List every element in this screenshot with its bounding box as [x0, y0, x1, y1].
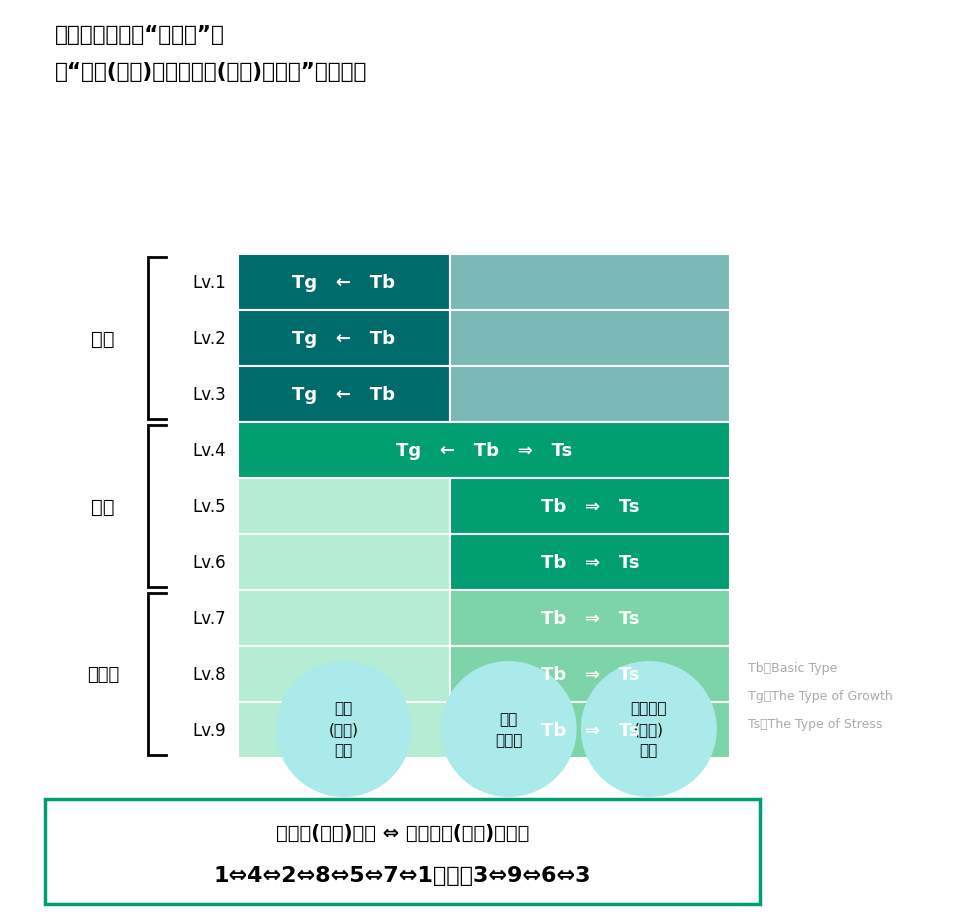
Text: 1⇔4⇔2⇔8⇔5⇔7⇔1　／　3⇔9⇔6⇔3: 1⇔4⇔2⇔8⇔5⇔7⇔1 ／ 3⇔9⇔6⇔3 — [213, 865, 591, 885]
Text: Tg   ←   Tb   ⇒   Ts: Tg ← Tb ⇒ Ts — [395, 441, 572, 460]
Text: 健全: 健全 — [92, 329, 115, 348]
Text: Tg   ←   Tb: Tg ← Tb — [292, 274, 395, 291]
Text: 通常: 通常 — [92, 497, 115, 516]
Bar — [450, 646, 730, 702]
Bar — [450, 255, 730, 311]
Bar — [238, 311, 450, 367]
Bar — [45, 800, 760, 904]
Text: “成長(統合)とストレス(分裂)の方向”の関係】: “成長(統合)とストレス(分裂)の方向”の関係】 — [55, 62, 367, 82]
Text: Tg   ←   Tb: Tg ← Tb — [292, 330, 395, 347]
Text: Lv.2: Lv.2 — [192, 330, 226, 347]
Bar — [238, 423, 730, 479]
Bar — [238, 479, 450, 535]
Text: Lv.5: Lv.5 — [193, 497, 226, 516]
Ellipse shape — [276, 662, 412, 797]
Ellipse shape — [581, 662, 717, 797]
Bar — [450, 535, 730, 590]
Text: Tb：Basic Type: Tb：Basic Type — [748, 662, 838, 675]
Ellipse shape — [440, 662, 577, 797]
Text: Tb   ⇒   Ts: Tb ⇒ Ts — [541, 553, 639, 572]
Text: Lv.3: Lv.3 — [192, 386, 226, 403]
Text: Lv.1: Lv.1 — [192, 274, 226, 291]
Text: 基本
タイプ: 基本 タイプ — [495, 711, 522, 747]
Bar — [238, 255, 450, 311]
Text: Tb   ⇒   Ts: Tb ⇒ Ts — [541, 609, 639, 628]
Bar — [238, 590, 450, 646]
Bar — [238, 535, 450, 590]
Text: 成長
(統合)
方向: 成長 (統合) 方向 — [329, 700, 358, 757]
Text: Ts：The Type of Stress: Ts：The Type of Stress — [748, 717, 882, 731]
Bar — [238, 702, 450, 758]
Text: Lv.4: Lv.4 — [193, 441, 226, 460]
Bar — [450, 311, 730, 367]
Text: Tg   ←   Tb: Tg ← Tb — [292, 386, 395, 403]
Bar — [450, 479, 730, 535]
Text: Lv.7: Lv.7 — [193, 609, 226, 628]
Bar — [238, 646, 450, 702]
Text: 【エニアグラム“健全度”と: 【エニアグラム“健全度”と — [55, 25, 225, 45]
Text: 【成長(統合)方向 ⇔ ストレス(分裂)方向】: 【成長(統合)方向 ⇔ ストレス(分裂)方向】 — [276, 823, 529, 842]
Text: Lv.9: Lv.9 — [193, 721, 226, 739]
Text: Tb   ⇒   Ts: Tb ⇒ Ts — [541, 497, 639, 516]
Text: Tb   ⇒   Ts: Tb ⇒ Ts — [541, 721, 639, 739]
Text: ストレス
(分裂)
方向: ストレス (分裂) 方向 — [630, 700, 667, 757]
Bar — [450, 590, 730, 646]
Text: Tg：The Type of Growth: Tg：The Type of Growth — [748, 689, 893, 702]
Text: Lv.8: Lv.8 — [193, 665, 226, 683]
Bar — [238, 367, 450, 423]
Bar — [450, 367, 730, 423]
Text: Lv.6: Lv.6 — [193, 553, 226, 572]
Bar — [450, 702, 730, 758]
Text: Tb   ⇒   Ts: Tb ⇒ Ts — [541, 665, 639, 683]
Text: 不健全: 不健全 — [87, 665, 119, 683]
